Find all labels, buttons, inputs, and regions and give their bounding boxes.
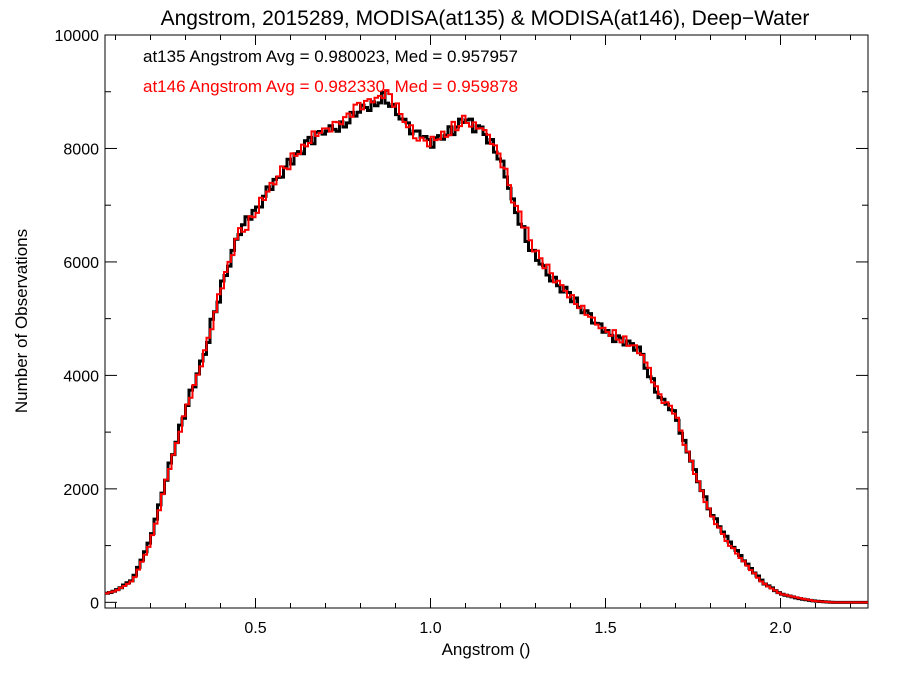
y-axis: 0 2000 4000 6000 8000 10000 — [55, 28, 868, 612]
x-tick-label: 0.5 — [244, 620, 266, 637]
y-tick-label: 0 — [90, 595, 99, 612]
legend-entry-at135: at135 Angstrom Avg = 0.980023, Med = 0.9… — [143, 47, 518, 66]
plot-frame — [104, 34, 869, 609]
x-tick-label: 2.0 — [769, 620, 791, 637]
y-tick-label: 4000 — [63, 368, 99, 385]
legend: at135 Angstrom Avg = 0.980023, Med = 0.9… — [143, 47, 518, 96]
series-layer — [105, 89, 868, 604]
y-axis-label: Number of Observations — [12, 229, 31, 413]
y-tick-label: 6000 — [63, 255, 99, 272]
y-tick-label: 8000 — [63, 141, 99, 158]
y-tick-label: 10000 — [55, 28, 100, 45]
legend-entry-at146: at146 Angstrom Avg = 0.982330, Med = 0.9… — [143, 77, 518, 96]
x-tick-label: 1.0 — [419, 620, 441, 637]
x-axis-label: Angstrom () — [442, 640, 531, 659]
x-axis: 0.5 1.0 1.5 2.0 — [115, 35, 851, 637]
series-line-at146 — [105, 89, 868, 604]
series-line-at135 — [105, 90, 868, 604]
x-tick-label: 1.5 — [594, 620, 616, 637]
chart-title: Angstrom, 2015289, MODISA(at135) & MODIS… — [161, 7, 810, 30]
y-tick-label: 2000 — [63, 482, 99, 499]
